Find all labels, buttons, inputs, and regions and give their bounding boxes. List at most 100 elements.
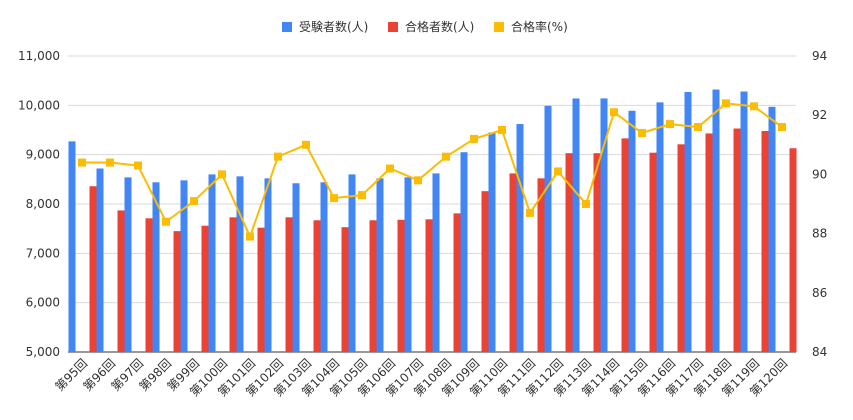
bar-examinees xyxy=(180,180,188,352)
pass-rate-point xyxy=(106,158,114,167)
bar-passers xyxy=(313,220,321,352)
left-tick-label: 5,000 xyxy=(26,345,60,359)
pass-rate-point xyxy=(750,102,758,111)
bar-examinees xyxy=(488,132,496,352)
bar-passers xyxy=(565,153,573,352)
bar-passers xyxy=(537,178,545,352)
bar-examinees xyxy=(656,102,664,352)
bar-examinees xyxy=(684,92,692,352)
bar-passers xyxy=(145,218,153,352)
left-tick-label: 8,000 xyxy=(26,197,60,211)
bar-passers xyxy=(705,133,713,352)
bar-passers xyxy=(649,152,657,352)
pass-rate-point xyxy=(78,158,86,167)
right-tick-label: 94 xyxy=(812,49,827,63)
bar-passers xyxy=(761,130,769,352)
bar-passers xyxy=(201,225,209,352)
bar-passers xyxy=(89,186,97,352)
bar-passers xyxy=(173,231,181,352)
pass-rate-line xyxy=(82,102,783,240)
right-tick-label: 90 xyxy=(812,167,827,181)
bar-passers xyxy=(425,219,433,352)
pass-rate-point xyxy=(302,140,310,149)
pass-rate-point xyxy=(246,232,254,241)
bar-passers xyxy=(509,173,517,352)
bar-examinees xyxy=(544,105,552,353)
pass-rate-point xyxy=(386,164,394,173)
legend-swatch-1 xyxy=(388,22,398,32)
right-tick-label: 88 xyxy=(812,227,827,241)
bar-examinees xyxy=(432,173,440,352)
bar-examinees xyxy=(740,91,748,353)
pass-rate-point xyxy=(190,197,198,206)
x-axis-ticks: 第95回第96回第97回第98回第99回第100回第101回第102回第103回… xyxy=(52,356,790,399)
bar-passers xyxy=(341,227,349,352)
left-axis-ticks: 5,000 6,000 7,000 8,000 9,000 10,000 11,000 xyxy=(18,49,60,359)
bar-examinees xyxy=(348,174,356,352)
bar-series xyxy=(68,89,797,353)
pass-rate-point xyxy=(162,217,170,226)
bar-examinees xyxy=(768,106,776,353)
bar-passers xyxy=(621,138,629,352)
pass-rate-point xyxy=(722,99,730,108)
legend-swatch-2 xyxy=(494,22,504,32)
right-tick-label: 84 xyxy=(812,345,827,359)
pass-rate-point xyxy=(470,134,478,143)
bar-examinees xyxy=(152,182,160,352)
pass-rate-point xyxy=(498,126,506,134)
right-tick-label: 92 xyxy=(812,108,827,122)
left-tick-label: 7,000 xyxy=(26,246,60,260)
bar-examinees xyxy=(124,177,132,352)
left-tick-label: 11,000 xyxy=(18,49,60,63)
bar-examinees xyxy=(208,174,216,352)
bar-examinees xyxy=(96,168,104,352)
right-axis-ticks: 84 86 88 90 92 94 xyxy=(812,49,827,359)
bar-examinees xyxy=(68,141,76,352)
left-tick-label: 10,000 xyxy=(18,98,60,112)
bar-examinees xyxy=(628,110,636,352)
bar-examinees xyxy=(572,98,580,352)
bar-examinees xyxy=(264,178,272,352)
pass-rate-point xyxy=(134,161,142,170)
pass-rate-point xyxy=(638,128,646,137)
pass-rate-point xyxy=(554,167,562,176)
bar-passers xyxy=(789,148,797,352)
pass-rate-point xyxy=(778,123,786,132)
bar-examinees xyxy=(516,124,524,352)
legend-label-2: 合格率(%) xyxy=(511,19,568,34)
pass-rate-point xyxy=(218,170,226,179)
legend-label-0: 受験者数(人) xyxy=(299,19,368,34)
left-tick-label: 9,000 xyxy=(26,148,60,162)
legend-label-1: 合格者数(人) xyxy=(405,19,474,34)
bar-passers xyxy=(117,210,125,352)
bar-passers xyxy=(481,191,489,352)
bar-passers xyxy=(257,227,265,352)
pass-rate-point xyxy=(582,200,590,208)
bar-passers xyxy=(397,219,405,352)
line-series xyxy=(78,99,786,241)
pass-rate-point xyxy=(694,123,702,132)
pass-rate-point xyxy=(610,108,618,117)
bar-passers xyxy=(453,213,461,352)
pass-rate-point xyxy=(358,191,366,200)
bar-passers xyxy=(677,144,685,352)
pass-rate-point xyxy=(274,152,282,161)
bar-examinees xyxy=(292,183,300,352)
bar-examinees xyxy=(376,178,384,352)
bar-examinees xyxy=(320,182,328,352)
pass-rate-point xyxy=(442,152,450,161)
bar-examinees xyxy=(712,89,720,353)
right-tick-label: 86 xyxy=(812,286,827,300)
bar-passers xyxy=(229,217,237,352)
left-tick-label: 6,000 xyxy=(26,296,60,310)
pass-rate-point xyxy=(330,194,338,203)
bar-examinees xyxy=(460,152,468,352)
bar-examinees xyxy=(600,98,608,352)
bar-passers xyxy=(733,128,741,352)
bar-passers xyxy=(285,217,293,352)
bar-examinees xyxy=(404,177,412,352)
pass-rate-point xyxy=(526,208,534,217)
pass-rate-point xyxy=(666,120,674,129)
